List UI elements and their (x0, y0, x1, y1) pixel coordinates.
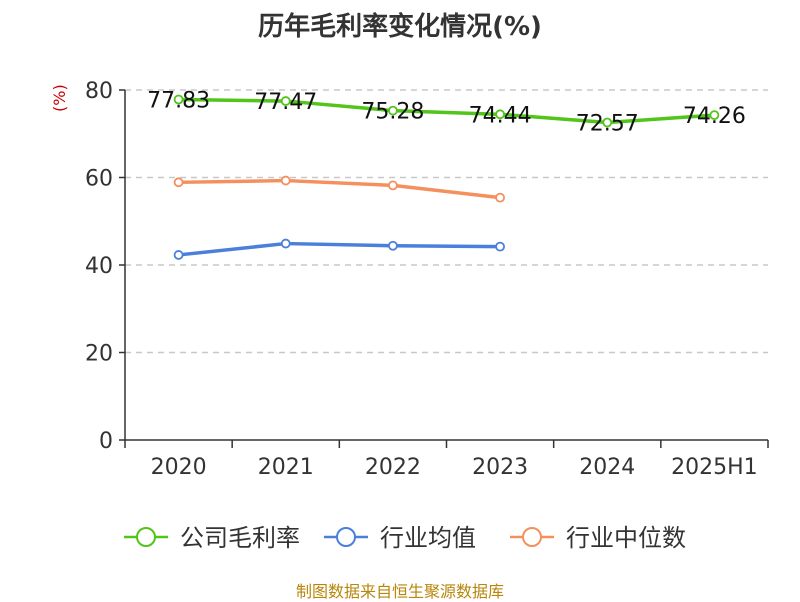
data-point (280, 238, 291, 249)
data-point (388, 240, 398, 251)
data-point (495, 109, 505, 120)
x-tick-label: 2020 (151, 455, 207, 480)
data-label: 74.44 (469, 103, 532, 128)
chart-title: 历年毛利率变化情况(%) (258, 12, 542, 42)
legend-label: 公司毛利率 (180, 524, 300, 552)
data-label: 75.28 (361, 100, 424, 125)
data-label: 77.83 (147, 88, 210, 113)
x-tick-label: 2023 (472, 455, 528, 480)
y-tick-label: 0 (99, 429, 113, 454)
legend-label: 行业均值 (380, 524, 476, 552)
x-tick-label: 2024 (579, 455, 635, 480)
legend-label: 行业中位数 (566, 524, 686, 552)
y-tick-label: 80 (85, 79, 113, 104)
x-tick-label: 2022 (365, 455, 421, 480)
y-tick-label: 60 (85, 167, 113, 192)
data-point (173, 250, 184, 260)
data-label: 74.26 (683, 104, 746, 129)
data-point (388, 180, 398, 191)
y-tick-label: 40 (85, 254, 113, 279)
x-tick-label: 2021 (258, 455, 314, 480)
data-point (280, 175, 291, 186)
series-line-1 (178, 241, 501, 257)
data-point (173, 94, 184, 105)
data-label: 72.57 (576, 112, 639, 137)
data-point (495, 192, 505, 203)
data-point (602, 117, 613, 128)
data-point (388, 105, 398, 116)
data-point (709, 110, 720, 121)
data-source: 制图数据来自恒生聚源数据库 (295, 582, 504, 601)
data-label: 77.47 (254, 90, 317, 115)
x-tick-label: 2025H1 (671, 455, 758, 480)
series-line-2 (178, 178, 501, 200)
data-point (280, 96, 291, 106)
legend-marker (136, 527, 156, 547)
legend-marker (522, 527, 542, 547)
data-point (495, 241, 505, 252)
data-point (173, 177, 184, 188)
series-line-0 (178, 97, 715, 125)
y-tick-label: 20 (85, 342, 113, 367)
legend-marker (336, 527, 356, 547)
